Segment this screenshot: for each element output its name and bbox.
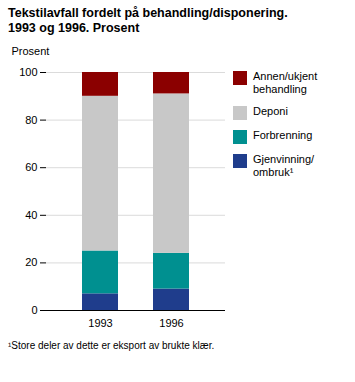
html-text:Annen/ukjent behandling: Annen/ukjent behandling	[253, 70, 318, 95]
svg-text:0: 0	[31, 304, 37, 316]
html-text:1993 og 1996. Prosent: 1993 og 1996. Prosent	[8, 21, 140, 35]
svg-text:40: 40	[25, 209, 37, 221]
html-text:¹Store deler av dette er ekspo: ¹Store deler av dette er eksport av bruk…	[8, 340, 215, 351]
html-text:Tekstilavfall fordelt på behan: Tekstilavfall fordelt på behandling/disp…	[8, 6, 288, 20]
html-text:Deponi: Deponi	[253, 105, 288, 117]
svg-text:100: 100	[19, 66, 37, 78]
svg-text:1993: 1993	[88, 317, 112, 329]
svg-text:20: 20	[25, 256, 37, 268]
svg-text:Prosent: Prosent	[12, 45, 50, 57]
svg-text:60: 60	[25, 161, 37, 173]
svg-text:80: 80	[25, 114, 37, 126]
svg-text:1996: 1996	[159, 317, 183, 329]
html-text:Forbrenning: Forbrenning	[253, 129, 313, 141]
html-text:Gjenvinning/ ombruk¹: Gjenvinning/ ombruk¹	[253, 153, 315, 178]
